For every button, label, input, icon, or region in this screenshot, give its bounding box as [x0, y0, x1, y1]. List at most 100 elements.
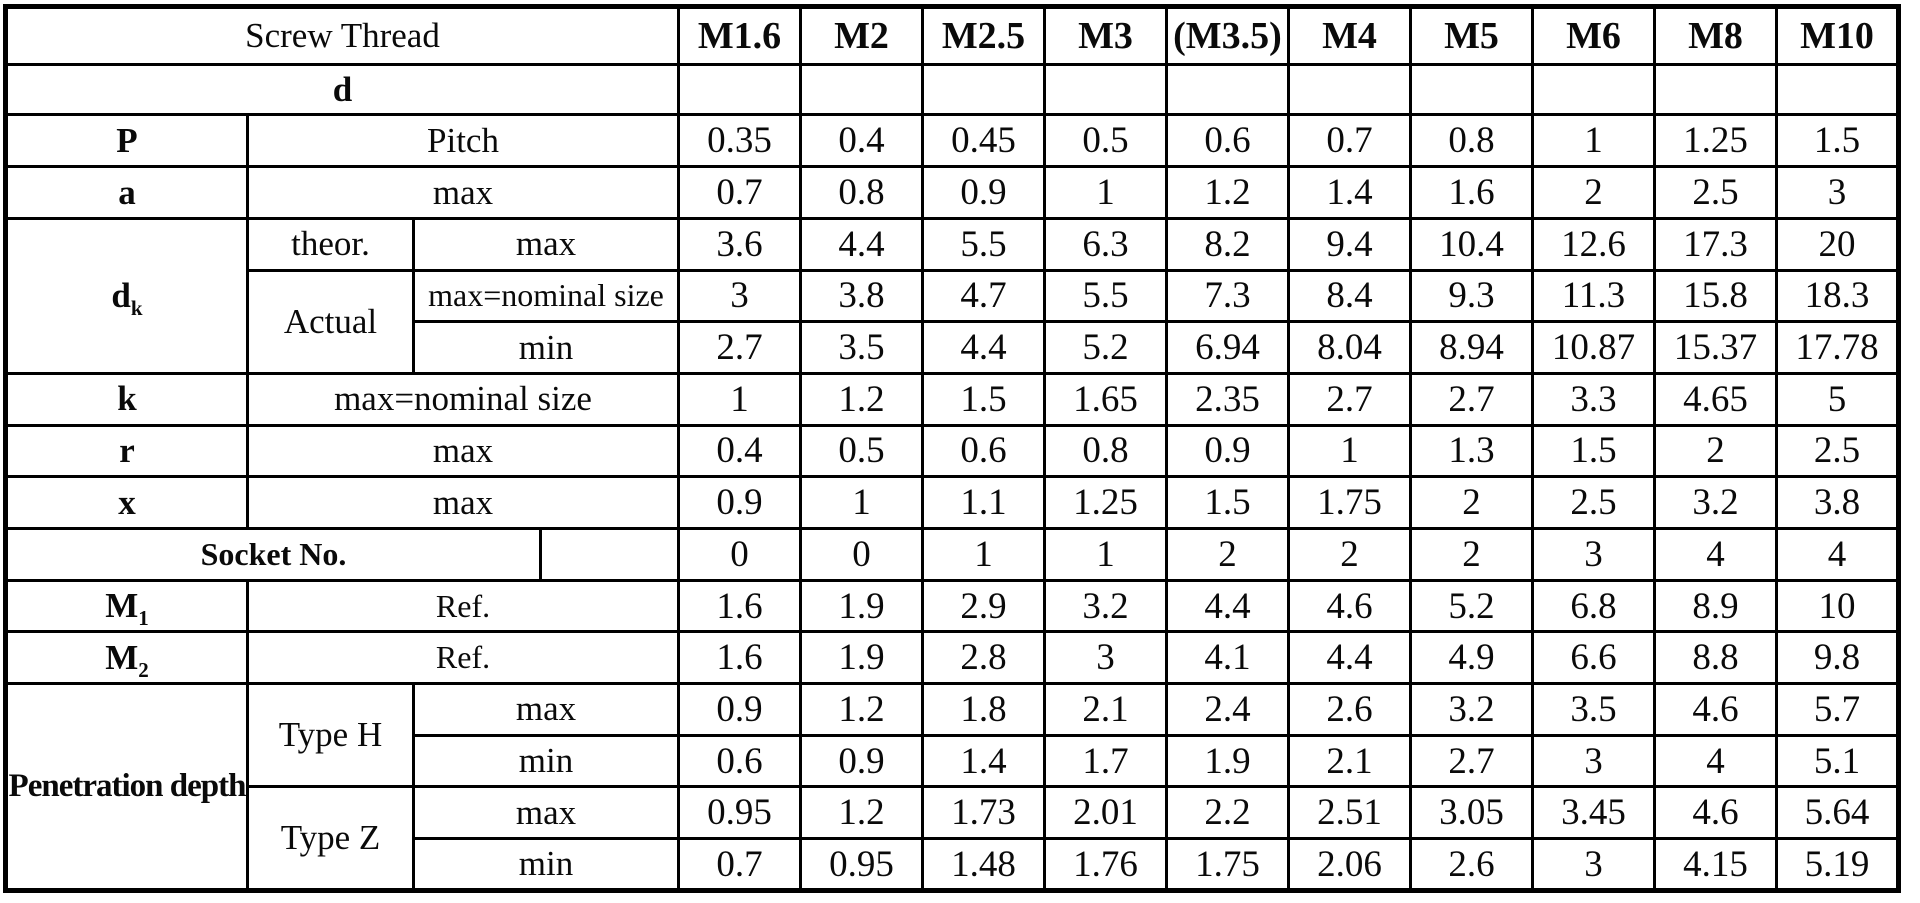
r-row: r max 0.4 0.5 0.6 0.8 0.9 1 1.3 1.5 2 2.5: [4, 423, 1900, 479]
value-cell: 4.4: [1287, 630, 1412, 686]
value-cell: 1.5: [1165, 475, 1290, 530]
value-cell: 8.4: [1287, 268, 1412, 324]
value-cell: 2.7: [1409, 733, 1534, 789]
value-cell: 3: [1531, 837, 1656, 892]
size-header-cell: M2.5: [921, 5, 1046, 66]
value-cell: 2: [1409, 526, 1534, 582]
value-cell: 1.5: [921, 371, 1046, 427]
value-cell: 0.8: [1409, 113, 1534, 169]
value-cell: 1.4: [1287, 165, 1412, 220]
value-cell: 2.5: [1531, 475, 1656, 530]
value-cell: 0.9: [921, 165, 1046, 220]
value-cell: 3.2: [1653, 475, 1778, 530]
value-cell: 1.73: [921, 785, 1046, 841]
value-cell: 9.4: [1287, 216, 1412, 272]
row-label-a: a: [4, 165, 249, 220]
value-cell: 3: [1043, 630, 1168, 686]
spec-dk-actual-min: min: [412, 320, 680, 375]
value-cell: 2.06: [1287, 837, 1412, 892]
value-cell: 3.5: [799, 320, 924, 375]
m1-row: M1 Ref. 1.6 1.9 2.9 3.2 4.4 4.6 5.2 6.8 8.9 10: [4, 578, 1900, 634]
empty-cell: [1043, 62, 1168, 117]
value-cell: 1.9: [1165, 733, 1290, 789]
value-cell: 2: [1409, 475, 1534, 530]
value-cell: 4.1: [1165, 630, 1290, 686]
m1-subscript: 1: [138, 606, 149, 630]
m2-base: M: [105, 637, 139, 677]
value-cell: 20: [1775, 216, 1900, 272]
value-cell: 3.8: [799, 268, 924, 324]
value-cell: 8.9: [1653, 578, 1778, 634]
value-cell: 1.3: [1409, 423, 1534, 479]
size-header-cell: M10: [1775, 5, 1900, 66]
row-label-penetration-depth: Penetration depth: [4, 682, 249, 892]
value-cell: 3: [1531, 526, 1656, 582]
pen-z-max-row: Type Z max 0.95 1.2 1.73 2.01 2.2 2.51 3.05 3.4…: [6, 785, 1900, 892]
empty-cell: [1287, 62, 1412, 117]
group-type-z: Type Z: [246, 785, 415, 892]
pen-z-min-row: min 0.7 0.95 1.48 1.76 1.75 2.06 2.6 3 4.15 5.19: [6, 837, 1900, 892]
value-cell: 8.94: [1409, 320, 1534, 375]
value-cell: 2.9: [921, 578, 1046, 634]
size-header-cell: M2: [799, 5, 924, 66]
k-row: k max=nominal size 1 1.2 1.5 1.65 2.35 2.7 2.7…: [4, 371, 1900, 427]
value-cell: 1: [1531, 113, 1656, 169]
value-cell: 2.6: [1287, 682, 1412, 737]
size-header-cell: M1.6: [677, 5, 802, 66]
value-cell: 15.37: [1653, 320, 1778, 375]
empty-cell: [1531, 62, 1656, 117]
value-cell: 4: [1775, 526, 1900, 582]
row-label-x: x: [4, 475, 249, 530]
m2-subscript: 2: [138, 657, 149, 682]
value-cell: 4: [1653, 733, 1778, 789]
dk-theor-max-row: dk theor. max 3.6 4.4 5.5 6.3 8.2 9.4 10.4 12.6…: [4, 216, 1900, 375]
value-cell: 2.5: [1775, 423, 1900, 479]
value-cell: 3.3: [1531, 371, 1656, 427]
value-cell: 17.3: [1653, 216, 1778, 272]
value-cell: 3.2: [1043, 578, 1168, 634]
row-label-m1: M1: [4, 578, 249, 634]
value-cell: 7.3: [1165, 268, 1290, 324]
value-cell: 0.7: [677, 165, 802, 220]
row-label-m2: M2: [4, 630, 249, 686]
value-cell: 4.15: [1653, 837, 1778, 892]
value-cell: 8.2: [1165, 216, 1290, 272]
value-cell: 0: [799, 526, 924, 582]
value-cell: 4.6: [1287, 578, 1412, 634]
value-cell: 1.2: [1165, 165, 1290, 220]
value-cell: 5: [1775, 371, 1900, 427]
value-cell: 15.8: [1653, 268, 1778, 324]
value-cell: 0.4: [799, 113, 924, 169]
value-cell: 0.8: [1043, 423, 1168, 479]
value-cell: 5.5: [1043, 268, 1168, 324]
dk-actual-min-row: min 2.7 3.5 4.4 5.2 6.94 8.04 8.94 10.87 15.37 17…: [6, 320, 1900, 375]
value-cell: 2.2: [1165, 785, 1290, 841]
value-cell: 0.45: [921, 113, 1046, 169]
value-cell: 4.4: [1165, 578, 1290, 634]
value-cell: 2: [1287, 526, 1412, 582]
value-cell: 0.7: [1287, 113, 1412, 169]
value-cell: 0.6: [921, 423, 1046, 479]
row-label-d: d: [4, 62, 680, 117]
value-cell: 2.5: [1653, 165, 1778, 220]
value-cell: 3.8: [1775, 475, 1900, 530]
value-cell: 0.35: [677, 113, 802, 169]
row-label-p: P: [4, 113, 249, 169]
spec-x-max: max: [246, 475, 680, 530]
size-header-cell: M6: [1531, 5, 1656, 66]
value-cell: 0.7: [677, 837, 802, 892]
value-cell: 1.1: [921, 475, 1046, 530]
value-cell: 1.2: [799, 371, 924, 427]
value-cell: 1: [1043, 526, 1168, 582]
value-cell: 1.5: [1531, 423, 1656, 479]
value-cell: 3: [1531, 733, 1656, 789]
row-label-k: k: [4, 371, 249, 427]
value-cell: 6.6: [1531, 630, 1656, 686]
value-cell: 1.75: [1287, 475, 1412, 530]
spec-r-max: max: [246, 423, 680, 479]
value-cell: 0.9: [799, 733, 924, 789]
value-cell: 2.1: [1287, 733, 1412, 789]
spec-pen-z-min: min: [412, 837, 680, 892]
value-cell: 0.5: [1043, 113, 1168, 169]
value-cell: 5.2: [1409, 578, 1534, 634]
